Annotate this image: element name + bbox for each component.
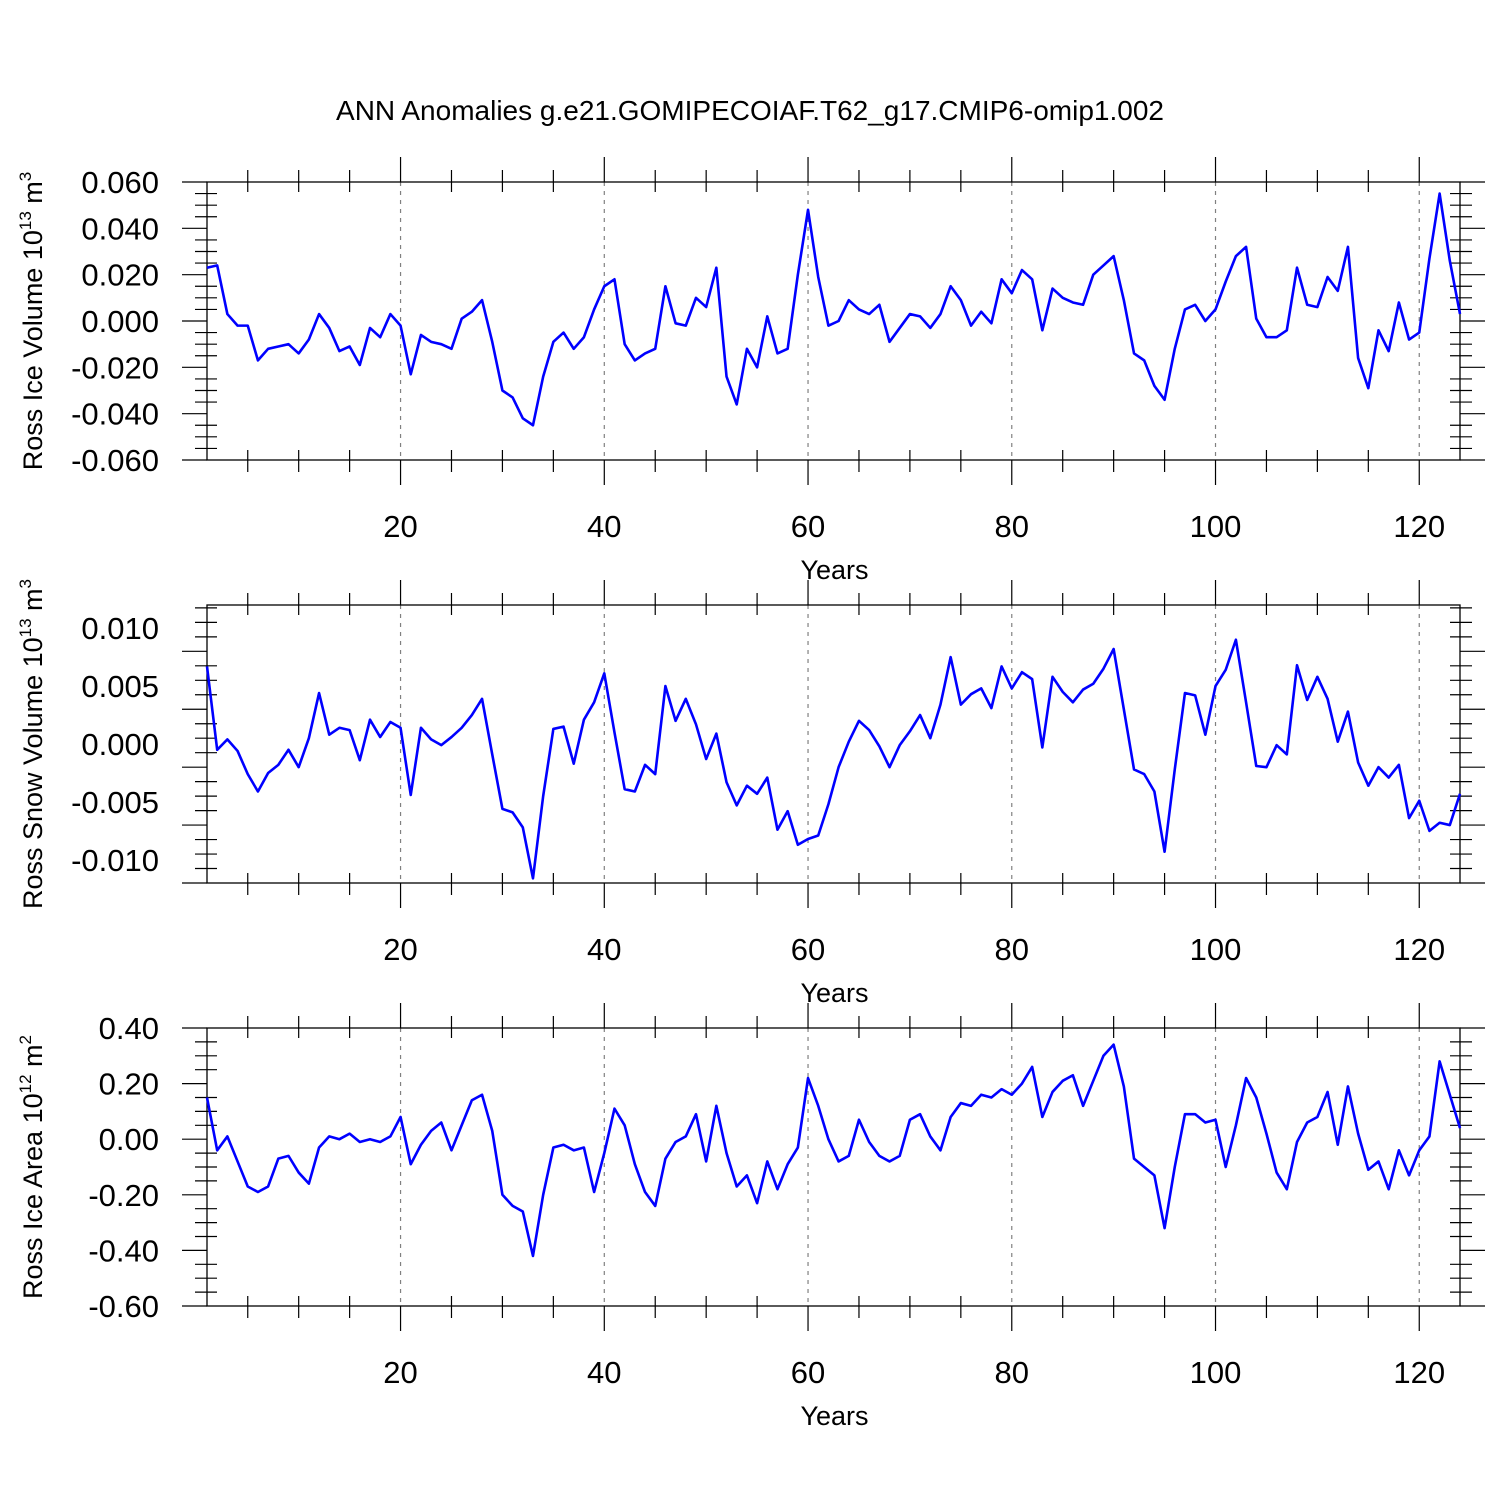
y-tick-label: -0.060 [71, 443, 159, 478]
x-tick-label: 80 [995, 1355, 1029, 1390]
y-tick-label: 0.010 [81, 611, 159, 646]
x-tick-label: 20 [383, 509, 417, 544]
x-tick-label: 60 [791, 509, 825, 544]
x-tick-label: 60 [791, 932, 825, 967]
x-axis-label: Years [800, 1401, 868, 1431]
data-series-line [205, 1043, 1462, 1258]
figure-title: ANN Anomalies g.e21.GOMIPECOIAF.T62_g17.… [336, 95, 1164, 126]
x-tick-label: 80 [995, 509, 1029, 544]
x-tick-label: 100 [1190, 509, 1242, 544]
plot-frame [206, 604, 1461, 884]
x-tick-label: 20 [383, 932, 417, 967]
panel-1: 20 40 60 80 100 120 Years -0.060 -0.040 -0.020 0.0… [16, 157, 1485, 585]
x-tick-label: 40 [587, 1355, 621, 1390]
data-series-line [205, 638, 1462, 880]
x-tick-label: 80 [995, 932, 1029, 967]
y-tick-label: -0.005 [71, 785, 159, 820]
panel-2: 20 40 60 80 100 120 Years -0.010 -0.005 0.000 0.00… [16, 579, 1485, 1008]
y-tick-label: 0.00 [99, 1122, 159, 1157]
x-tick-label: 20 [383, 1355, 417, 1390]
y-axis-label: Ross Ice Area 1012 m2 [16, 1035, 48, 1299]
x-axis-label: Years [800, 978, 868, 1008]
y-tick-label: -0.010 [71, 843, 159, 878]
x-tick-label: 40 [587, 932, 621, 967]
x-tick-label: 120 [1393, 1355, 1445, 1390]
y-tick-label: -0.20 [88, 1178, 159, 1213]
x-tick-label: 100 [1190, 932, 1242, 967]
y-tick-label: 0.060 [81, 165, 159, 200]
y-tick-label: 0.040 [81, 211, 159, 246]
y-axis-label: Ross Ice Volume 1013 m3 [16, 172, 48, 471]
y-tick-label: -0.60 [88, 1289, 159, 1324]
y-tick-label: 0.000 [81, 304, 159, 339]
y-tick-label: 0.20 [99, 1067, 159, 1102]
plot-frame [206, 1027, 1461, 1307]
x-tick-label: 60 [791, 1355, 825, 1390]
y-tick-label: 0.40 [99, 1011, 159, 1046]
x-axis-label: Years [800, 555, 868, 585]
y-axis-label: Ross Snow Volume 1013 m3 [16, 579, 48, 909]
y-tick-label: 0.020 [81, 258, 159, 293]
x-tick-label: 100 [1190, 1355, 1242, 1390]
y-tick-label: -0.040 [71, 397, 159, 432]
y-tick-label: -0.40 [88, 1233, 159, 1268]
panel-3: 20 40 60 80 100 120 Years -0.60 -0.40 -0.20 0.00 0.… [16, 1003, 1485, 1431]
y-tick-label: 0.005 [81, 669, 159, 704]
x-tick-label: 40 [587, 509, 621, 544]
y-tick-label: -0.020 [71, 350, 159, 385]
x-tick-label: 120 [1393, 509, 1445, 544]
y-tick-label: 0.000 [81, 727, 159, 762]
data-series-line [206, 192, 1462, 427]
x-tick-label: 120 [1393, 932, 1445, 967]
